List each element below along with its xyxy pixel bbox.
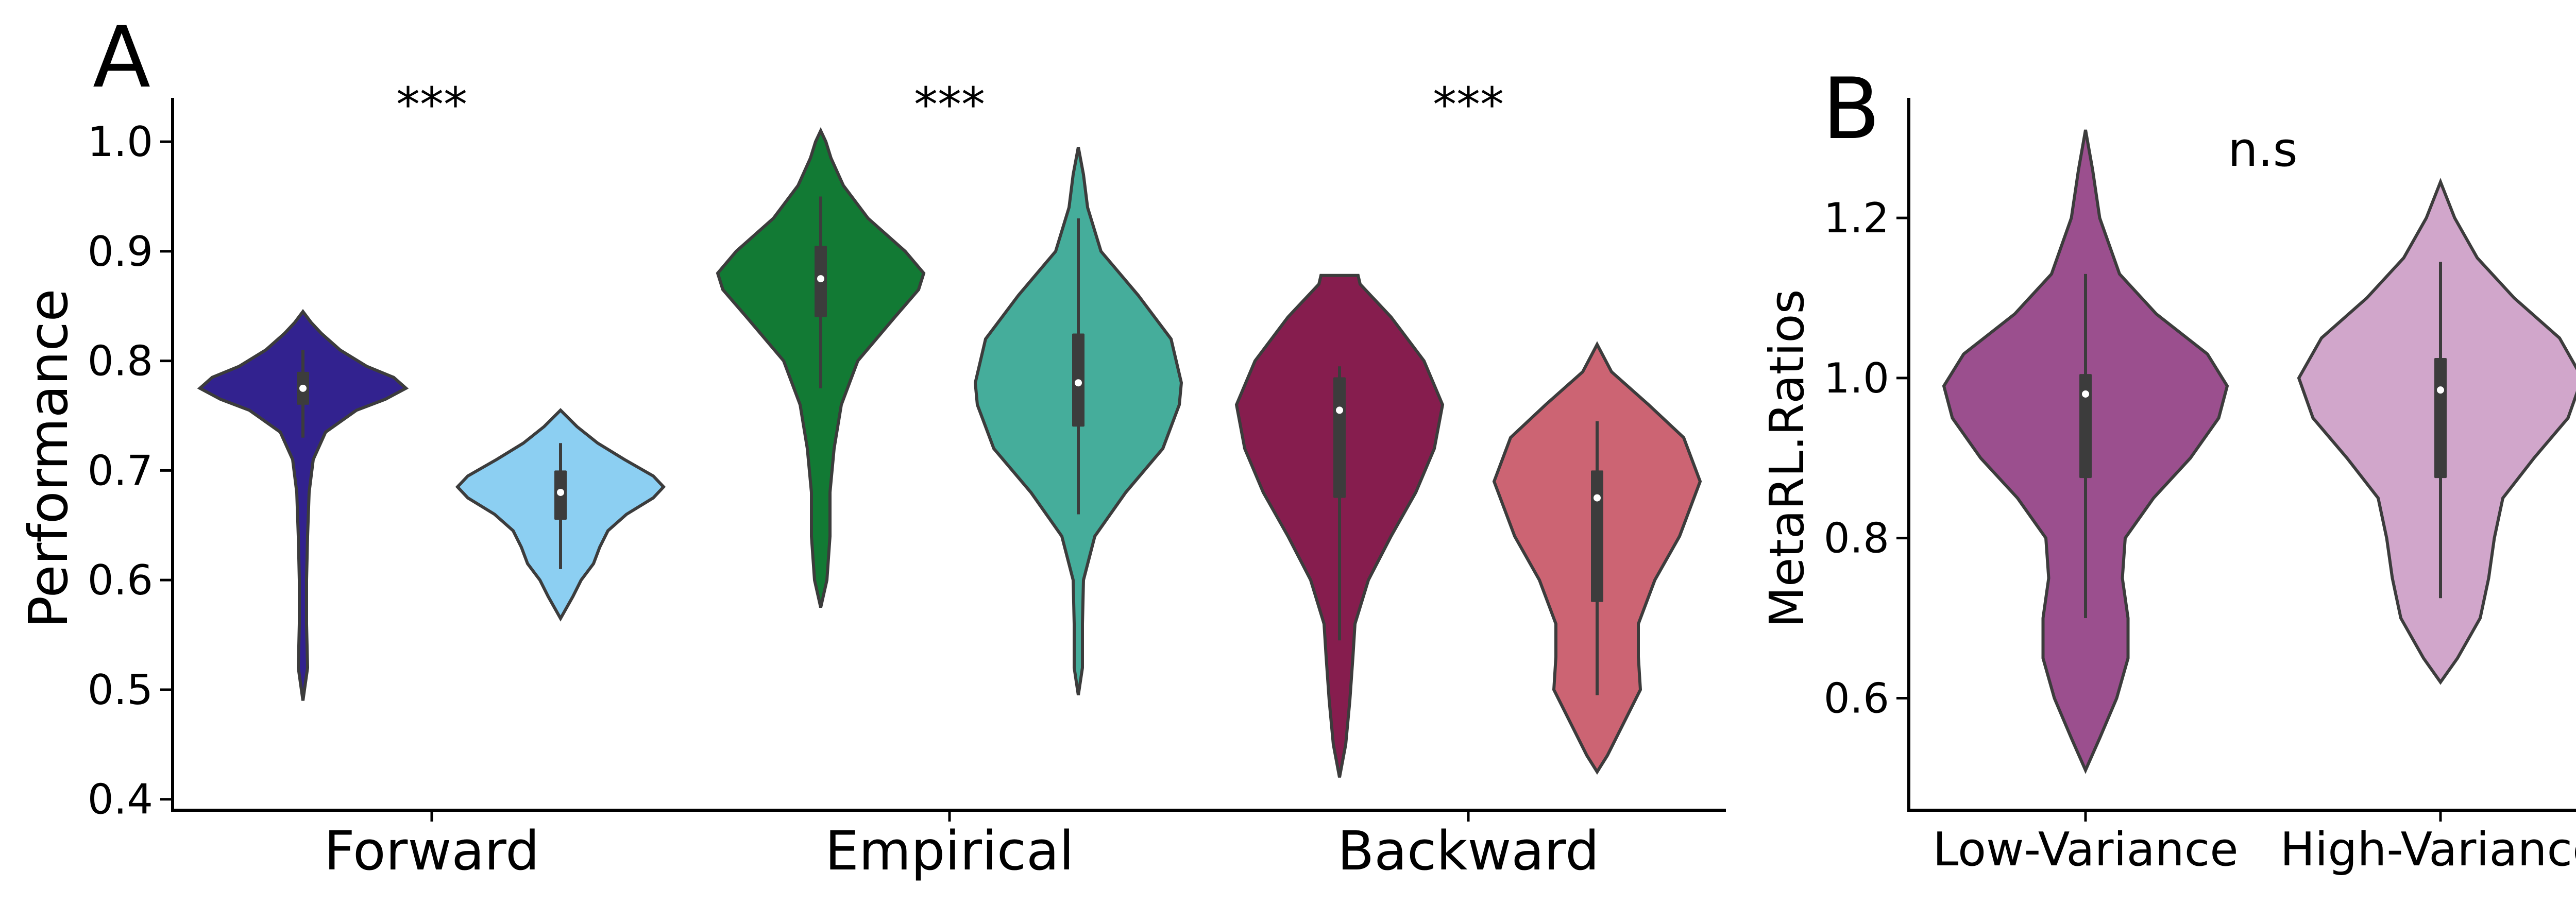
violin-median-dot	[1594, 494, 1601, 502]
violin-iqr-box	[2079, 374, 2092, 479]
panel-a-letter: A	[93, 8, 150, 107]
panel-a-y-axis-title: Performance	[17, 288, 80, 628]
y-tick-label: 1.2	[1824, 194, 1889, 242]
y-tick-label: 0.6	[1824, 674, 1889, 722]
panel-b-violins	[1942, 129, 2576, 774]
y-tick-label: 0.7	[88, 447, 153, 494]
violin-iqr-box	[2434, 358, 2447, 479]
y-tick-label: 0.8	[1824, 515, 1889, 562]
x-tick-label: Backward	[1337, 819, 1599, 882]
panel-b-y-ticks: 0.6 0.8 1.0 1.2	[1824, 194, 1909, 722]
panel-b-y-axis-title: MetaRL.Ratios	[1759, 289, 1815, 628]
y-tick-label: 0.5	[88, 666, 153, 714]
significance-label: ***	[914, 77, 985, 132]
significance-label: n.s	[2228, 122, 2297, 177]
y-tick-label: 0.4	[88, 776, 153, 824]
panel-a: A Performance 0.4 0.5 0.6 0.7 0.8 0.9 1.0 Forw…	[17, 8, 1726, 882]
y-tick-label: 1.0	[1824, 354, 1889, 402]
x-tick-label: Forward	[324, 819, 539, 882]
y-tick-label: 0.6	[88, 556, 153, 604]
violin-median-dot	[817, 275, 824, 283]
panel-a-violins	[197, 127, 1702, 778]
panel-a-significance: *** *** ***	[396, 77, 1504, 132]
y-tick-label: 1.0	[88, 118, 153, 166]
panel-a-y-ticks: 0.4 0.5 0.6 0.7 0.8 0.9 1.0	[88, 118, 173, 824]
x-tick-label: High-Variance	[2280, 823, 2576, 877]
violin-iqr-box	[1333, 377, 1346, 498]
violin-median-dot	[1075, 379, 1082, 387]
panel-b: B MetaRL.Ratios 0.6 0.8 1.0 1.2 Low-Varianc…	[1759, 60, 2576, 877]
x-tick-label: Low-Variance	[1933, 823, 2238, 877]
violin-forward-a	[197, 309, 409, 701]
significance-label: ***	[396, 77, 467, 132]
y-tick-label: 0.9	[88, 228, 153, 276]
violin-iqr-box	[1591, 470, 1603, 602]
panel-b-x-labels: Low-Variance High-Variance	[1933, 810, 2576, 877]
violin-median-dot	[1336, 406, 1343, 414]
violin-median-dot	[2082, 390, 2089, 398]
panel-a-x-labels: Forward Empirical Backward	[324, 810, 1599, 882]
violin-median-dot	[2437, 386, 2444, 394]
x-tick-label: Empirical	[825, 819, 1074, 882]
significance-label: ***	[1433, 77, 1504, 132]
violin-median-dot	[299, 384, 307, 392]
panel-b-letter: B	[1822, 60, 1880, 158]
y-tick-label: 0.8	[88, 337, 153, 385]
violin-median-dot	[557, 488, 564, 496]
panel-b-significance: n.s	[2228, 122, 2297, 177]
